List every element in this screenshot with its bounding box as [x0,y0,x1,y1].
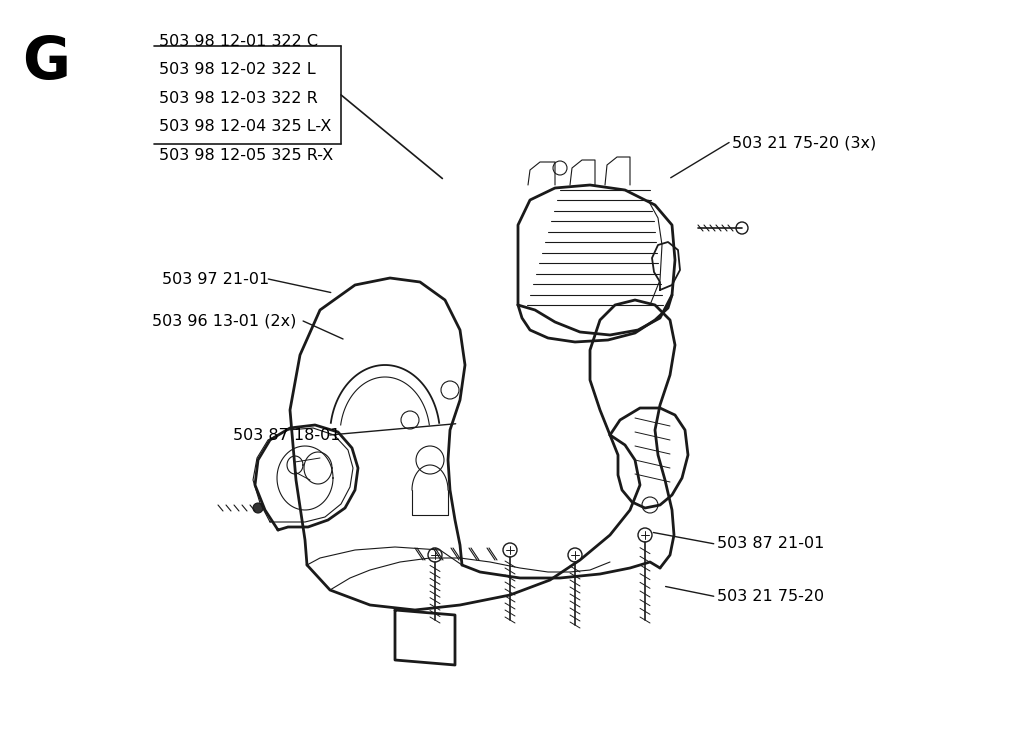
Text: 503 21 75-20: 503 21 75-20 [717,589,824,604]
Text: 503 98 12-03 322 R: 503 98 12-03 322 R [159,91,317,106]
Text: 503 87 18-01: 503 87 18-01 [233,427,341,442]
Text: 503 98 12-04 325 L-X: 503 98 12-04 325 L-X [159,119,331,134]
Text: 503 98 12-05 325 R-X: 503 98 12-05 325 R-X [159,148,333,163]
Text: 503 98 12-02 322 L: 503 98 12-02 322 L [159,62,315,77]
Text: 503 98 12-01 322 C: 503 98 12-01 322 C [159,34,317,49]
Text: 503 21 75-20 (3x): 503 21 75-20 (3x) [732,135,877,150]
Circle shape [253,503,263,513]
Text: 503 97 21-01: 503 97 21-01 [162,272,269,286]
Text: 503 87 21-01: 503 87 21-01 [717,536,824,551]
Text: G: G [23,34,71,91]
Text: 503 96 13-01 (2x): 503 96 13-01 (2x) [152,314,296,328]
